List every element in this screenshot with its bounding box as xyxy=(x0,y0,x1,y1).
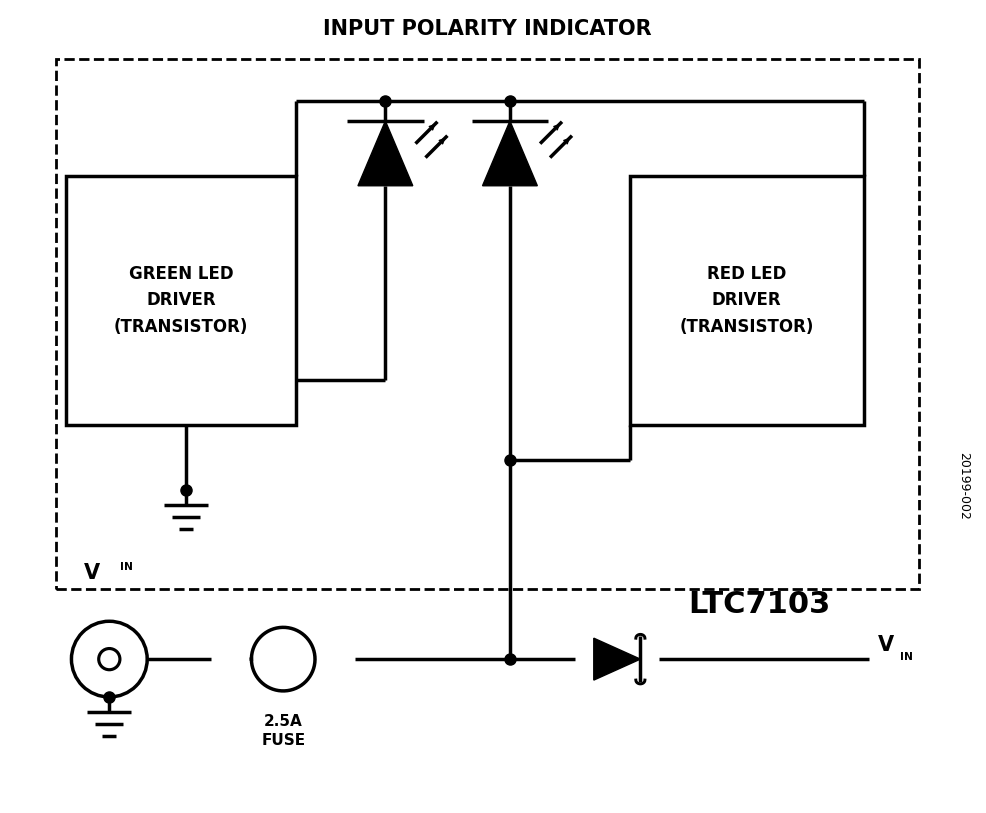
Text: RED LED
DRIVER
(TRANSISTOR): RED LED DRIVER (TRANSISTOR) xyxy=(679,265,813,336)
Bar xyxy=(56,59,919,589)
Text: $\mathbf{_{IN}}$: $\mathbf{_{IN}}$ xyxy=(898,648,913,663)
Polygon shape xyxy=(358,121,413,185)
Text: GREEN LED
DRIVER
(TRANSISTOR): GREEN LED DRIVER (TRANSISTOR) xyxy=(113,265,248,336)
Text: $\mathbf{V}$: $\mathbf{V}$ xyxy=(877,635,894,655)
Polygon shape xyxy=(482,121,537,185)
Text: INPUT POLARITY INDICATOR: INPUT POLARITY INDICATOR xyxy=(323,20,652,39)
Bar xyxy=(629,176,864,425)
Text: LTC7103: LTC7103 xyxy=(688,589,830,619)
Text: 20199-002: 20199-002 xyxy=(956,452,970,520)
Polygon shape xyxy=(594,638,640,680)
Text: $\mathbf{_{IN}}$: $\mathbf{_{IN}}$ xyxy=(119,559,133,573)
Text: $\mathbf{V}$: $\mathbf{V}$ xyxy=(83,563,102,584)
Bar xyxy=(66,176,296,425)
Text: 2.5A
FUSE: 2.5A FUSE xyxy=(261,714,306,747)
